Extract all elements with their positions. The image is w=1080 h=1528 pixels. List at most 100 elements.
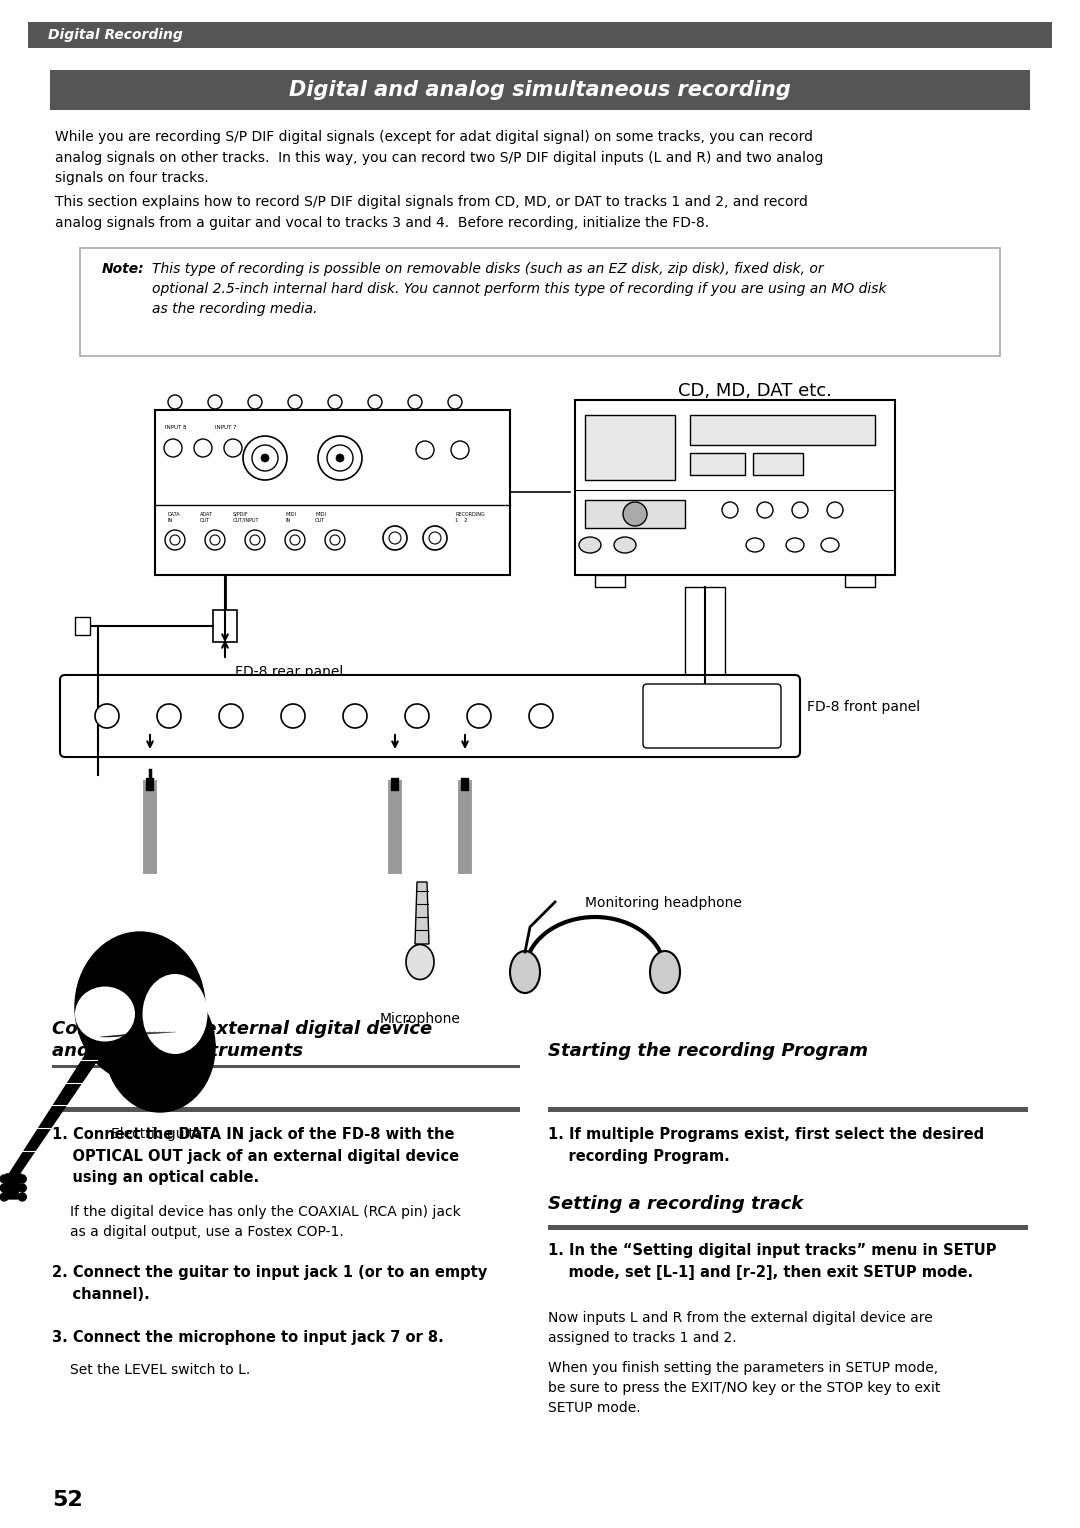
Circle shape <box>205 530 225 550</box>
Circle shape <box>327 445 353 471</box>
Circle shape <box>325 530 345 550</box>
Text: RECORDING
1    2: RECORDING 1 2 <box>455 512 485 523</box>
Circle shape <box>249 535 260 545</box>
Circle shape <box>18 1184 26 1192</box>
Bar <box>575 400 895 575</box>
Bar <box>690 452 745 475</box>
Circle shape <box>168 396 183 410</box>
Bar <box>753 452 804 475</box>
Circle shape <box>291 535 300 545</box>
Bar <box>52 1065 519 1068</box>
Text: Monitoring headphone: Monitoring headphone <box>585 895 742 911</box>
Circle shape <box>328 396 342 410</box>
Bar <box>213 610 237 642</box>
Text: FD-8 rear panel: FD-8 rear panel <box>235 665 343 678</box>
Text: CD, MD, DAT etc.: CD, MD, DAT etc. <box>678 382 832 400</box>
Text: 2. Connect the guitar to input jack 1 (or to an empty
    channel).: 2. Connect the guitar to input jack 1 (o… <box>52 1265 487 1302</box>
Circle shape <box>281 704 305 727</box>
Circle shape <box>0 1193 9 1201</box>
Text: Digital Recording: Digital Recording <box>48 28 183 41</box>
Circle shape <box>757 503 773 518</box>
Circle shape <box>208 396 222 410</box>
Bar <box>548 1106 1028 1112</box>
Bar <box>595 575 625 587</box>
Circle shape <box>248 396 262 410</box>
Text: 3. Connect the microphone to input jack 7 or 8.: 3. Connect the microphone to input jack … <box>52 1329 444 1345</box>
Bar <box>75 617 90 636</box>
Ellipse shape <box>746 538 764 552</box>
Ellipse shape <box>105 983 215 1112</box>
Text: Microphone: Microphone <box>379 1012 460 1025</box>
Text: Digital and analog simultaneous recording: Digital and analog simultaneous recordin… <box>289 79 791 99</box>
Circle shape <box>330 535 340 545</box>
Circle shape <box>0 1175 9 1183</box>
Text: MIDI
IN: MIDI IN <box>285 512 296 523</box>
Ellipse shape <box>579 536 600 553</box>
Bar <box>156 410 510 575</box>
Bar <box>585 416 675 480</box>
Circle shape <box>0 1184 9 1192</box>
Text: When you finish setting the parameters in SETUP mode,
be sure to press the EXIT/: When you finish setting the parameters i… <box>548 1361 941 1415</box>
Bar <box>28 21 1052 47</box>
Bar <box>690 416 875 445</box>
FancyBboxPatch shape <box>60 675 800 756</box>
Circle shape <box>318 435 362 480</box>
Text: Connecting an external digital device
and musical instruments: Connecting an external digital device an… <box>52 1021 432 1060</box>
Circle shape <box>529 704 553 727</box>
Ellipse shape <box>510 950 540 993</box>
Circle shape <box>245 530 265 550</box>
Circle shape <box>252 445 278 471</box>
Bar <box>80 248 1000 356</box>
Text: 1. If multiple Programs exist, first select the desired
    recording Program.: 1. If multiple Programs exist, first sel… <box>548 1128 984 1164</box>
Text: Set the LEVEL switch to L.: Set the LEVEL switch to L. <box>70 1363 251 1377</box>
Circle shape <box>243 435 287 480</box>
Circle shape <box>389 532 401 544</box>
FancyBboxPatch shape <box>643 685 781 749</box>
Circle shape <box>448 396 462 410</box>
Circle shape <box>368 396 382 410</box>
Circle shape <box>165 530 185 550</box>
Text: Now inputs L and R from the external digital device are
assigned to tracks 1 and: Now inputs L and R from the external dig… <box>548 1311 933 1345</box>
Ellipse shape <box>821 538 839 552</box>
Circle shape <box>336 454 345 461</box>
Circle shape <box>405 704 429 727</box>
Ellipse shape <box>615 536 636 553</box>
Text: INPUT 7: INPUT 7 <box>215 425 237 429</box>
Text: DATA
IN: DATA IN <box>167 512 179 523</box>
Circle shape <box>95 704 119 727</box>
Text: This type of recording is possible on removable disks (such as an EZ disk, zip d: This type of recording is possible on re… <box>152 261 887 316</box>
Ellipse shape <box>143 973 207 1054</box>
Circle shape <box>383 526 407 550</box>
Circle shape <box>18 1193 26 1201</box>
Text: While you are recording S/P DIF digital signals (except for adat digital signal): While you are recording S/P DIF digital … <box>55 130 823 185</box>
Polygon shape <box>10 1038 113 1174</box>
Ellipse shape <box>650 950 680 993</box>
Bar <box>685 587 725 707</box>
Text: S/PDIF
OUT/INPUT: S/PDIF OUT/INPUT <box>233 512 259 523</box>
Circle shape <box>170 535 180 545</box>
Circle shape <box>288 396 302 410</box>
Circle shape <box>723 503 738 518</box>
Circle shape <box>423 526 447 550</box>
Circle shape <box>18 1175 26 1183</box>
Bar <box>52 1106 519 1112</box>
Circle shape <box>285 530 305 550</box>
Circle shape <box>827 503 843 518</box>
Text: Electric guitar: Electric guitar <box>111 1128 208 1141</box>
Text: 1. In the “Setting digital input tracks” menu in SETUP
    mode, set [L-1] and [: 1. In the “Setting digital input tracks”… <box>548 1242 997 1279</box>
Text: If the digital device has only the COAXIAL (RCA pin) jack
as a digital output, u: If the digital device has only the COAXI… <box>70 1206 461 1239</box>
Text: Starting the recording Program: Starting the recording Program <box>548 1042 868 1060</box>
Bar <box>548 1225 1028 1230</box>
Circle shape <box>164 439 183 457</box>
Text: Note:: Note: <box>102 261 145 277</box>
Text: 1. Connect the DATA IN jack of the FD-8 with the
    OPTICAL OUT jack of an exte: 1. Connect the DATA IN jack of the FD-8 … <box>52 1128 459 1186</box>
Circle shape <box>219 704 243 727</box>
Ellipse shape <box>75 987 135 1042</box>
Circle shape <box>623 503 647 526</box>
Circle shape <box>416 442 434 458</box>
Text: This section explains how to record S/P DIF digital signals from CD, MD, or DAT : This section explains how to record S/P … <box>55 196 808 229</box>
Polygon shape <box>415 882 429 944</box>
Polygon shape <box>2 1174 22 1199</box>
Bar <box>50 70 1030 110</box>
Circle shape <box>429 532 441 544</box>
